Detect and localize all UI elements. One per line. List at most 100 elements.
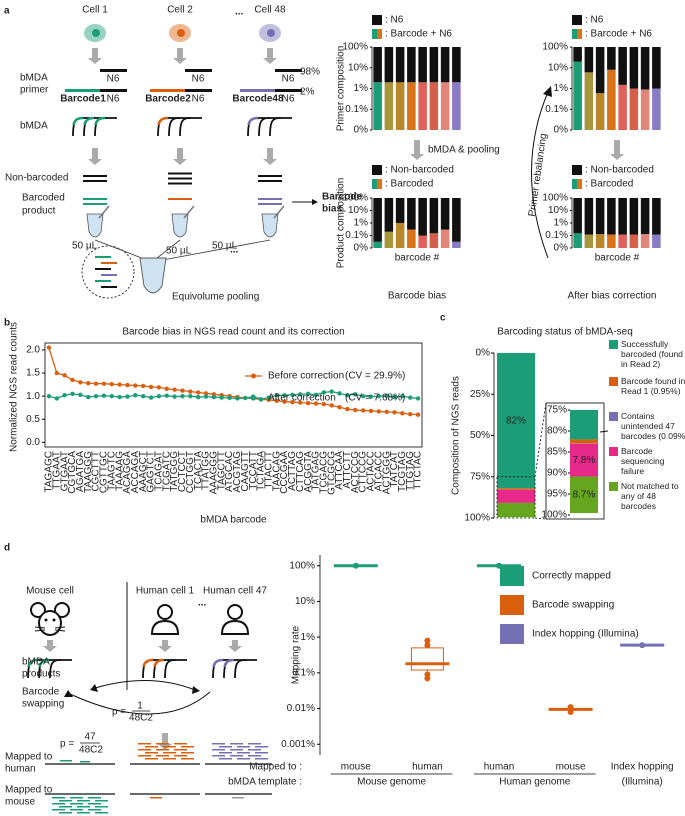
legend-swatch: [609, 412, 618, 421]
probability: p =: [60, 739, 74, 750]
legend-swatch: [609, 377, 618, 386]
bar-segment: [373, 241, 382, 248]
read: [138, 749, 151, 751]
point: [188, 389, 193, 394]
point: [400, 411, 405, 416]
barcode-bias-label: Barcode: [322, 192, 362, 203]
read: [212, 749, 225, 751]
legend-swatch: [372, 165, 382, 175]
bar-segment: [595, 198, 605, 235]
read: [77, 812, 90, 814]
read: [255, 758, 268, 760]
x-tick-label: TATGAG: [311, 451, 322, 491]
legend-marker: [251, 373, 256, 379]
bar-segment: [429, 47, 439, 83]
zoom-tick-label: 95%: [547, 489, 567, 500]
x-tick-label: ACGTAG: [232, 451, 243, 493]
x-tick-label: ACTTAG: [287, 451, 298, 491]
legend-label: Barcode swapping: [532, 600, 614, 611]
y-tick-label: 10%: [295, 596, 315, 607]
barcode-bias-label: bias: [322, 204, 342, 215]
point: [62, 393, 67, 398]
point: [125, 382, 130, 388]
legend-label: : Barcoded: [585, 179, 633, 190]
legend-label: After correction: [268, 393, 336, 404]
barcode-segment: [212, 658, 224, 668]
y-tick-label: 50%: [470, 430, 490, 441]
arrow-head: [64, 690, 73, 697]
x-tick-label: CCTGGT: [185, 451, 196, 493]
point: [360, 393, 366, 399]
x-tick-label: ATTCTT: [342, 451, 353, 489]
bar-segment: [497, 502, 535, 518]
barcode-label: Barcode1: [60, 94, 106, 105]
x-tick-label: ACTGGG: [381, 451, 392, 495]
point: [408, 411, 413, 417]
legend-label: Index hopping (Illumina): [532, 629, 639, 640]
point: [567, 704, 574, 711]
x-tick-label: ACTCCG: [350, 451, 361, 493]
read: [88, 797, 101, 799]
point: [345, 393, 350, 398]
bar-segment: [618, 234, 627, 248]
x-tick-label: human: [412, 762, 443, 773]
point: [384, 409, 389, 415]
dna-strand: [168, 117, 191, 137]
mouse-whiskers: [34, 626, 66, 632]
bar-segment: [395, 47, 405, 83]
barcode-segment: [142, 658, 154, 668]
primer-barcode: [65, 89, 100, 92]
mouse-ear: [30, 602, 46, 618]
point: [125, 394, 130, 399]
x-tick-label: GAGTCT: [146, 451, 157, 493]
human-head: [157, 604, 173, 620]
bar-segment: [452, 47, 461, 83]
read: [163, 758, 176, 760]
x-tick-label: CGTGCA: [67, 451, 78, 494]
read: [156, 743, 169, 745]
row-label: swapping: [22, 699, 64, 710]
arrow: [158, 733, 172, 750]
primer-n6: [275, 69, 302, 72]
point: [305, 400, 311, 406]
arrow: [228, 640, 242, 652]
legend-label: : Barcoded: [385, 179, 433, 190]
legend-swatch: [572, 29, 577, 39]
transfer-line: [151, 239, 271, 263]
bar-segment: [573, 233, 582, 248]
probability: 1: [137, 701, 143, 712]
pooled-product: [95, 256, 111, 258]
read: [77, 800, 90, 802]
point: [298, 400, 303, 405]
legend-swatch: [609, 340, 618, 349]
primer-n6: [275, 89, 302, 92]
y-tick-label: 0.0: [26, 437, 40, 448]
legend-swatch: [372, 179, 377, 189]
x-tick-label: TCGATC: [161, 451, 172, 491]
point: [140, 393, 146, 399]
n6-label: N6: [282, 74, 295, 85]
bar-segment: [497, 488, 535, 490]
bar-segment: [595, 47, 605, 94]
x-tick-label: human: [484, 762, 515, 773]
y-tick-label: 10%: [548, 205, 568, 216]
barcode-label: Barcode48: [232, 94, 284, 105]
y-tick-label: 0%: [554, 125, 569, 136]
barcoded-product: [258, 203, 282, 205]
read: [70, 809, 83, 811]
y-tick-label: 100%: [289, 560, 315, 571]
value-label: 82%: [506, 415, 526, 426]
x-tick-label: CCTCCT: [177, 451, 188, 492]
legend-swatch: [577, 179, 582, 189]
bar-segment: [373, 82, 382, 130]
dna-strand: [234, 659, 257, 679]
bar-segment: [384, 82, 394, 130]
legend-label: : N6: [585, 15, 604, 26]
bar-segment: [373, 47, 382, 83]
point: [376, 393, 382, 399]
read: [237, 758, 250, 760]
fraction-label: 2%: [300, 87, 315, 98]
legend-swatch: [572, 179, 577, 189]
point: [54, 396, 59, 401]
pooled-product: [95, 280, 111, 282]
